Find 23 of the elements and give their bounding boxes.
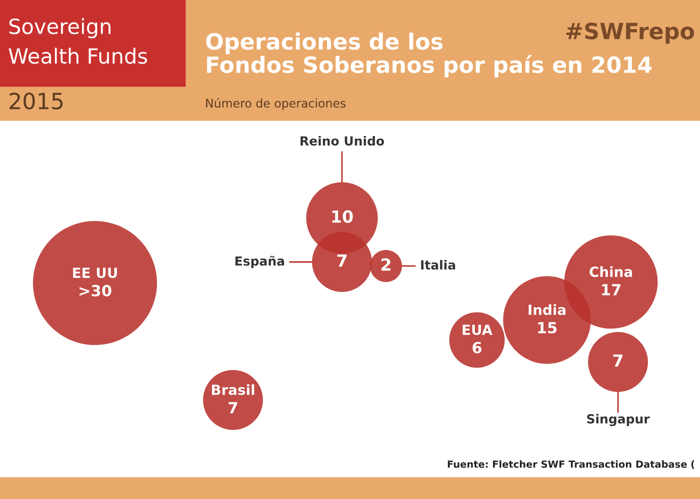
data-label: 7 [613,354,622,367]
data-label: 6 [472,342,482,354]
text: #SWFrepo [566,22,694,44]
category-label: Italia [421,260,456,270]
category-label: India [528,304,566,316]
data-label: 17 [602,284,620,296]
data-label: >30 [80,284,112,296]
category-label: Reino Unido [300,136,384,146]
data-label: 15 [538,322,557,334]
category-label: España [235,256,284,268]
data-label: 2 [382,258,390,271]
category-label: China [590,266,632,278]
text: Número de operaciones [206,98,346,110]
text: 2015 [10,92,63,110]
data-label: 7 [228,402,238,414]
category-label: EE UU [73,268,117,278]
source-note: Fuente: Fletcher SWF Transaction Database ( [448,460,694,469]
category-label: Singapur [587,414,650,426]
category-label: Brasil [212,384,254,396]
data-label: 10 [332,210,353,223]
data-label: 7 [337,254,346,267]
text: Sovereign Wealth Funds [8,18,148,64]
category-label: EUA [462,324,492,336]
